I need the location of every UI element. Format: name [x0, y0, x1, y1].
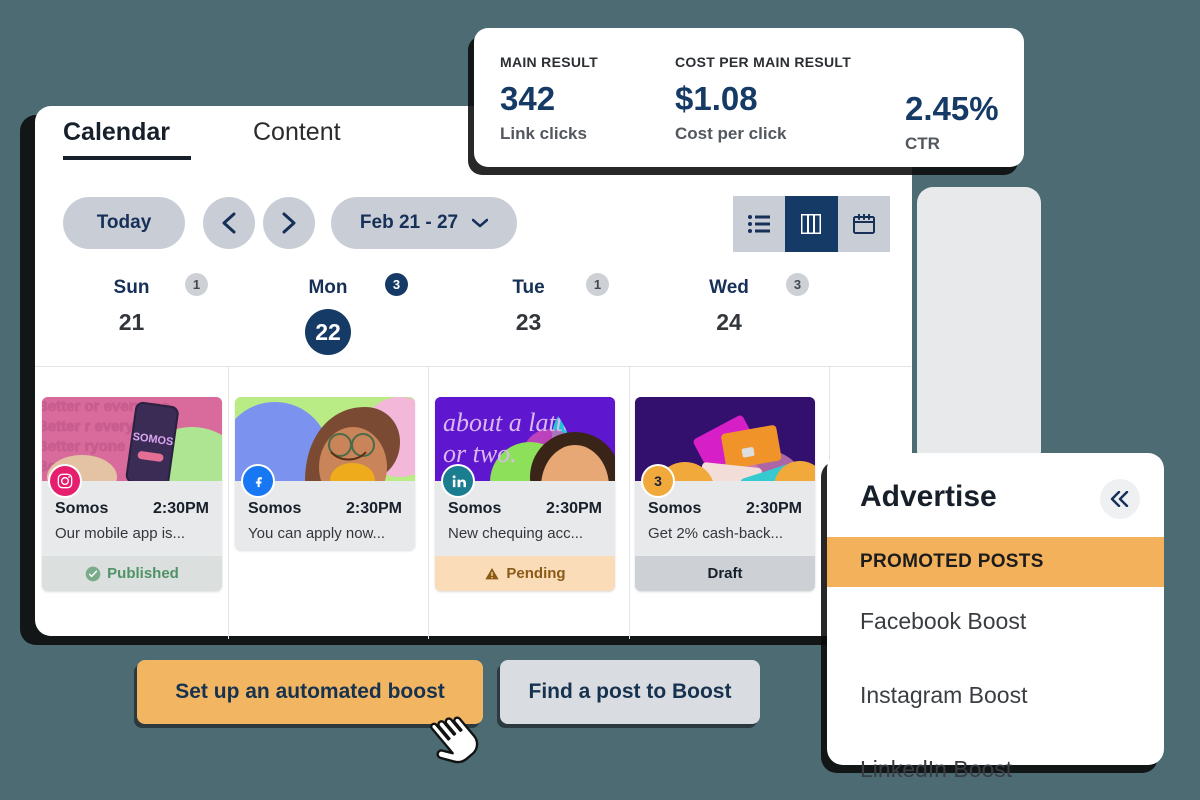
svg-text:about a latte: about a latte: [443, 408, 574, 437]
svg-text:Better ryone: Better ryone: [42, 438, 125, 455]
svg-text:or two.: or two.: [443, 439, 517, 468]
